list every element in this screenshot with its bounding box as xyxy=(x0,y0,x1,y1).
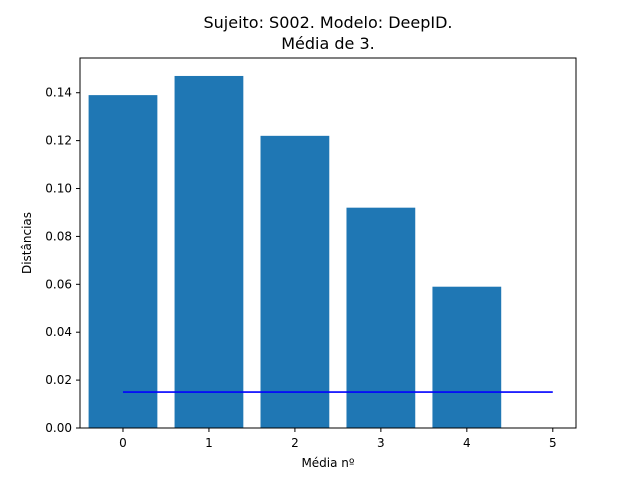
y-tick-label: 0.08 xyxy=(45,229,72,243)
y-tick-label: 0.04 xyxy=(45,325,72,339)
bar-0 xyxy=(88,95,158,428)
bar-3 xyxy=(346,207,416,428)
x-tick-label: 2 xyxy=(291,436,299,450)
x-tick-label: 5 xyxy=(549,436,557,450)
x-tick-label: 0 xyxy=(119,436,127,450)
y-tick-label: 0.06 xyxy=(45,277,72,291)
x-tick-label: 1 xyxy=(205,436,213,450)
bar-1 xyxy=(174,75,244,428)
x-tick-label: 3 xyxy=(377,436,385,450)
x-axis-label: Média nº xyxy=(301,456,354,470)
x-tick-label: 4 xyxy=(463,436,471,450)
chart-title-line1: Sujeito: S002. Modelo: DeepID. xyxy=(203,13,452,32)
bar-4 xyxy=(432,286,502,428)
y-tick-label: 0.02 xyxy=(45,373,72,387)
y-tick-label: 0.10 xyxy=(45,182,72,196)
y-tick-label: 0.12 xyxy=(45,134,72,148)
plot-frame xyxy=(79,57,577,429)
y-axis: 0.00 0.02 0.04 0.06 0.08 0.10 0.12 0.14 xyxy=(45,86,80,435)
y-tick-label: 0.00 xyxy=(45,421,72,435)
y-tick-label: 0.14 xyxy=(45,86,72,100)
bar-2 xyxy=(260,135,330,428)
chart-title-line2: Média de 3. xyxy=(281,34,375,53)
y-axis-label: Distâncias xyxy=(20,212,34,274)
x-axis: 0 1 2 3 4 5 xyxy=(119,428,557,450)
